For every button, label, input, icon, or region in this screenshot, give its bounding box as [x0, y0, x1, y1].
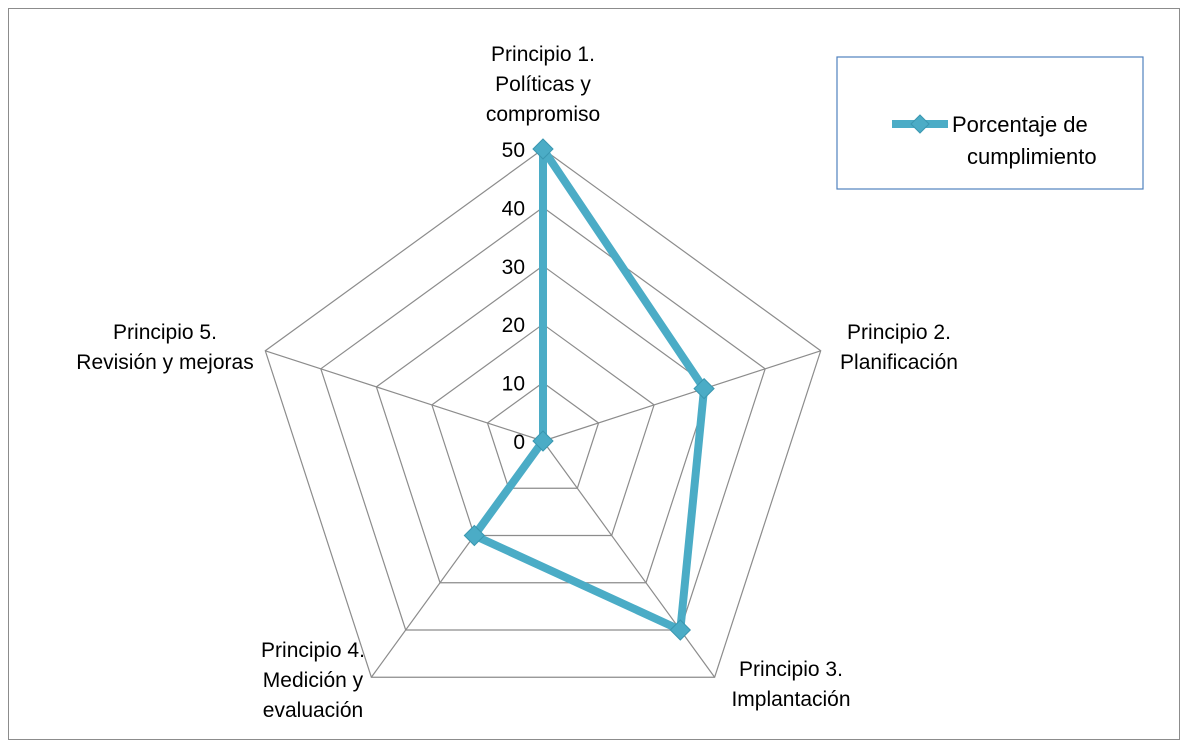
category-label: Principio 5. Revisión y mejoras: [76, 321, 253, 374]
category-label-line: compromiso: [486, 103, 600, 126]
tick-label: 50: [502, 139, 525, 162]
grid-spoke: [265, 350, 544, 442]
category-label-line: Revisión y mejoras: [76, 351, 253, 374]
data-point: [463, 524, 486, 547]
data-point: [532, 138, 554, 160]
legend-label-line-1: Porcentaje de: [952, 112, 1088, 137]
category-label: Principio 3. Implantación: [731, 658, 850, 711]
radar-series: [463, 138, 715, 641]
tick-label: 0: [513, 431, 525, 454]
legend-series-marker: [910, 114, 930, 134]
category-label-line: Principio 5.: [113, 321, 217, 344]
grid-ring: [264, 148, 822, 678]
chart-frame: 0 10 20 30 40 50 Principio 1. Políticas y compr…: [8, 8, 1180, 740]
grid-ring: [375, 265, 711, 584]
grid-ring: [320, 206, 766, 631]
tick-label: 20: [502, 314, 525, 337]
series-line: [470, 145, 709, 634]
category-label-line: Principio 1.: [491, 43, 595, 66]
tick-label: 40: [502, 197, 525, 220]
data-point: [532, 430, 554, 452]
category-label-line: evaluación: [263, 699, 363, 722]
radar-tick-labels: 0 10 20 30 40 50: [502, 139, 525, 454]
category-label: Principio 4. Medición y evaluación: [261, 639, 365, 722]
chart-legend: Porcentaje de cumplimiento: [836, 56, 1144, 190]
category-label-line: Principio 2.: [847, 321, 951, 344]
grid-spoke: [542, 350, 821, 442]
category-label-line: Medición y: [263, 669, 364, 692]
legend-box: [836, 56, 1144, 190]
category-label-line: Implantación: [731, 688, 850, 711]
legend-label-line-2: cumplimiento: [967, 144, 1097, 169]
category-label-line: Políticas y: [495, 73, 591, 96]
legend-label: Porcentaje de cumplimiento: [952, 112, 1097, 169]
tick-label: 10: [502, 373, 525, 396]
data-point: [669, 619, 692, 641]
category-label: Principio 2. Planificación: [840, 321, 958, 374]
radar-grid: [264, 148, 822, 678]
grid-ring: [431, 323, 655, 537]
data-point: [693, 377, 715, 400]
grid-ring: [486, 381, 600, 489]
category-label-line: Planificación: [840, 351, 958, 374]
radar-chart: 0 10 20 30 40 50 Principio 1. Políticas y compr…: [76, 43, 1144, 722]
grid-spoke: [542, 440, 716, 678]
category-label-line: Principio 3.: [739, 658, 843, 681]
category-label: Principio 1. Políticas y compromiso: [486, 43, 600, 126]
radar-category-labels: Principio 1. Políticas y compromisoPrincip…: [76, 43, 958, 722]
category-label-line: Principio 4.: [261, 639, 365, 662]
tick-label: 30: [502, 256, 525, 279]
